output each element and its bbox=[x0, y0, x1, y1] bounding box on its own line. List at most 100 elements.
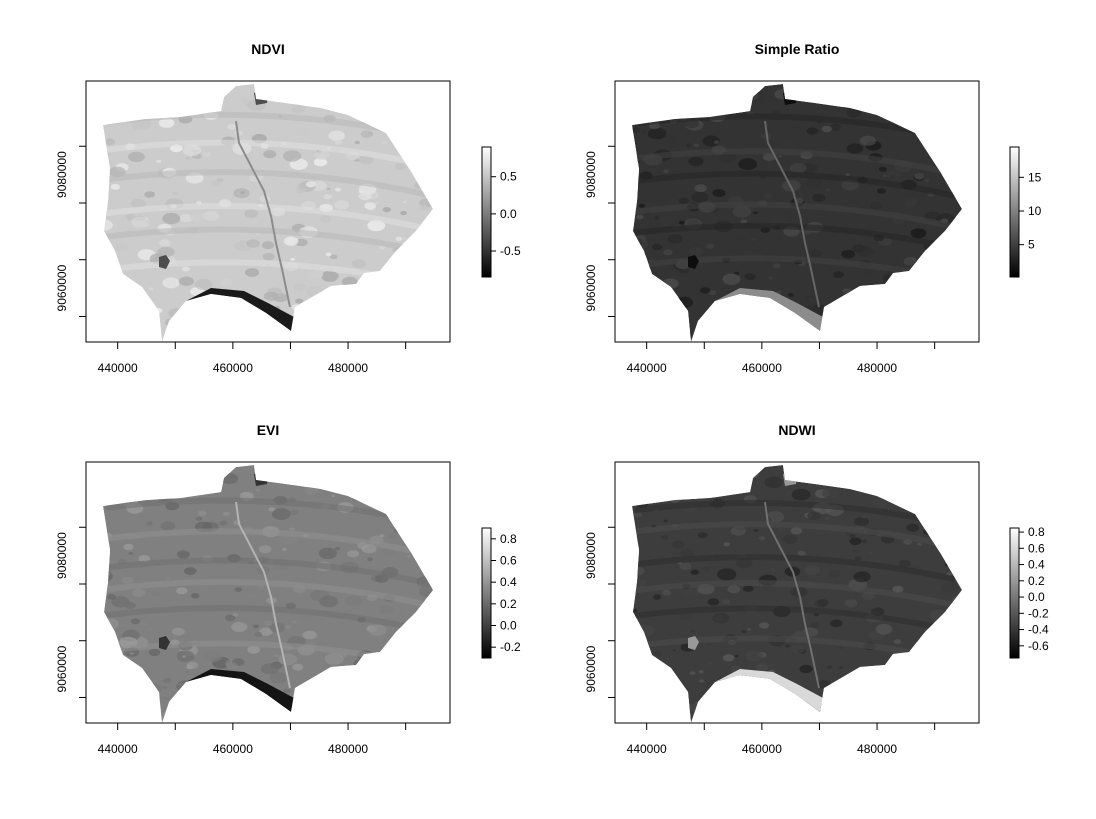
raster-speckle bbox=[173, 486, 181, 492]
raster-speckle bbox=[953, 638, 962, 650]
colorbar: -0.2 0.0 0.2 0.4 0.6 0.8 bbox=[481, 527, 521, 659]
raster-speckle bbox=[261, 663, 279, 675]
raster-speckle bbox=[258, 545, 272, 554]
raster-speckle bbox=[632, 535, 647, 547]
raster-speckle bbox=[644, 681, 656, 689]
raster-speckle bbox=[176, 550, 190, 559]
raster-speckle bbox=[252, 624, 259, 629]
raster-speckle bbox=[876, 93, 882, 97]
raster-speckle bbox=[103, 485, 115, 498]
raster-speckle bbox=[219, 520, 228, 526]
raster-speckle bbox=[103, 676, 119, 688]
panel-ndvi: NDVI 440000 460000 480000 9060000 9080000 -0.5… bbox=[55, 41, 521, 375]
raster-speckle bbox=[234, 587, 242, 592]
raster-speckle bbox=[222, 511, 230, 517]
raster-speckle bbox=[835, 85, 844, 91]
raster-speckle bbox=[211, 180, 221, 186]
raster-speckle bbox=[269, 672, 288, 684]
raster-speckle bbox=[927, 284, 942, 294]
raster-speckle bbox=[382, 498, 396, 507]
raster-speckle bbox=[330, 288, 346, 298]
raster-speckle bbox=[799, 664, 813, 674]
raster-speckle bbox=[961, 512, 962, 515]
raster-speckle bbox=[668, 89, 684, 99]
raster-speckle bbox=[904, 97, 910, 101]
raster-speckle bbox=[103, 177, 108, 184]
y-tick-label: 9060000 bbox=[55, 645, 69, 692]
raster-speckle bbox=[706, 243, 714, 249]
raster-speckle bbox=[664, 476, 669, 480]
raster-speckle bbox=[653, 650, 663, 657]
raster-speckle bbox=[334, 187, 341, 192]
raster-speckle bbox=[804, 565, 821, 576]
raster-speckle bbox=[914, 637, 922, 643]
raster-speckle bbox=[129, 652, 134, 655]
raster-speckle bbox=[889, 280, 904, 290]
raster-speckle bbox=[641, 303, 645, 306]
raster-speckle bbox=[702, 475, 711, 480]
raster-speckle bbox=[944, 563, 950, 567]
raster-speckle bbox=[936, 298, 951, 308]
raster-speckle bbox=[240, 191, 245, 195]
raster-speckle bbox=[633, 263, 651, 274]
raster-speckle bbox=[130, 198, 146, 209]
raster-speckle bbox=[203, 650, 222, 663]
raster-speckle bbox=[354, 140, 361, 145]
raster-speckle bbox=[249, 700, 253, 703]
raster-speckle bbox=[825, 188, 831, 192]
raster-band bbox=[634, 499, 956, 529]
raster-speckle bbox=[651, 707, 658, 712]
raster-speckle bbox=[225, 614, 236, 622]
x-tick-label: 460000 bbox=[742, 361, 782, 375]
raster-speckle bbox=[825, 465, 844, 473]
raster-speckle bbox=[259, 627, 273, 636]
raster-speckle bbox=[906, 523, 920, 532]
raster-speckle bbox=[292, 465, 309, 476]
raster-speckle bbox=[751, 237, 757, 241]
raster-speckle bbox=[928, 693, 941, 702]
raster-speckle bbox=[655, 706, 668, 715]
raster-speckle bbox=[804, 295, 818, 304]
raster-speckle bbox=[284, 625, 291, 630]
raster-speckle bbox=[722, 654, 735, 662]
raster-speckle bbox=[407, 554, 411, 558]
raster-speckle bbox=[362, 642, 366, 645]
raster-speckle bbox=[825, 708, 844, 720]
raster-speckle bbox=[311, 476, 328, 486]
raster-speckle bbox=[753, 211, 758, 215]
raster-speckle bbox=[104, 293, 115, 300]
raster-speckle bbox=[308, 473, 325, 484]
raster-speckle bbox=[236, 192, 240, 195]
raster-speckle bbox=[665, 689, 676, 696]
raster-speckle bbox=[952, 542, 959, 547]
raster-speckle bbox=[366, 682, 381, 691]
raster-speckle bbox=[231, 622, 248, 632]
raster-speckle bbox=[826, 692, 833, 696]
raster-speckle bbox=[379, 478, 388, 484]
raster-lake bbox=[159, 636, 170, 650]
raster-speckle bbox=[172, 627, 185, 636]
raster-speckle bbox=[289, 527, 295, 531]
raster-speckle bbox=[103, 644, 113, 656]
raster-image bbox=[632, 84, 962, 342]
raster-speckle bbox=[185, 670, 190, 674]
raster-speckle bbox=[955, 512, 962, 522]
raster-speckle bbox=[735, 678, 751, 689]
raster-speckle bbox=[926, 710, 944, 721]
raster-speckle bbox=[305, 181, 316, 188]
raster-speckle bbox=[320, 97, 328, 102]
raster-speckle bbox=[179, 213, 193, 223]
raster-speckle bbox=[928, 475, 938, 482]
raster-speckle bbox=[103, 101, 108, 104]
panel-simple-ratio: Simple Ratio 440000 460000 480000 9060000 908… bbox=[584, 41, 1042, 375]
raster-speckle bbox=[854, 681, 859, 685]
plot-frame bbox=[85, 80, 451, 343]
raster-speckle bbox=[190, 593, 200, 599]
raster-speckle bbox=[789, 162, 807, 174]
raster-speckle bbox=[162, 277, 180, 289]
raster-speckle bbox=[129, 701, 134, 704]
raster-speckle bbox=[796, 331, 809, 340]
y-tick-label: 9080000 bbox=[584, 151, 598, 198]
raster-south-edge bbox=[715, 669, 823, 712]
raster-speckle bbox=[776, 290, 782, 294]
